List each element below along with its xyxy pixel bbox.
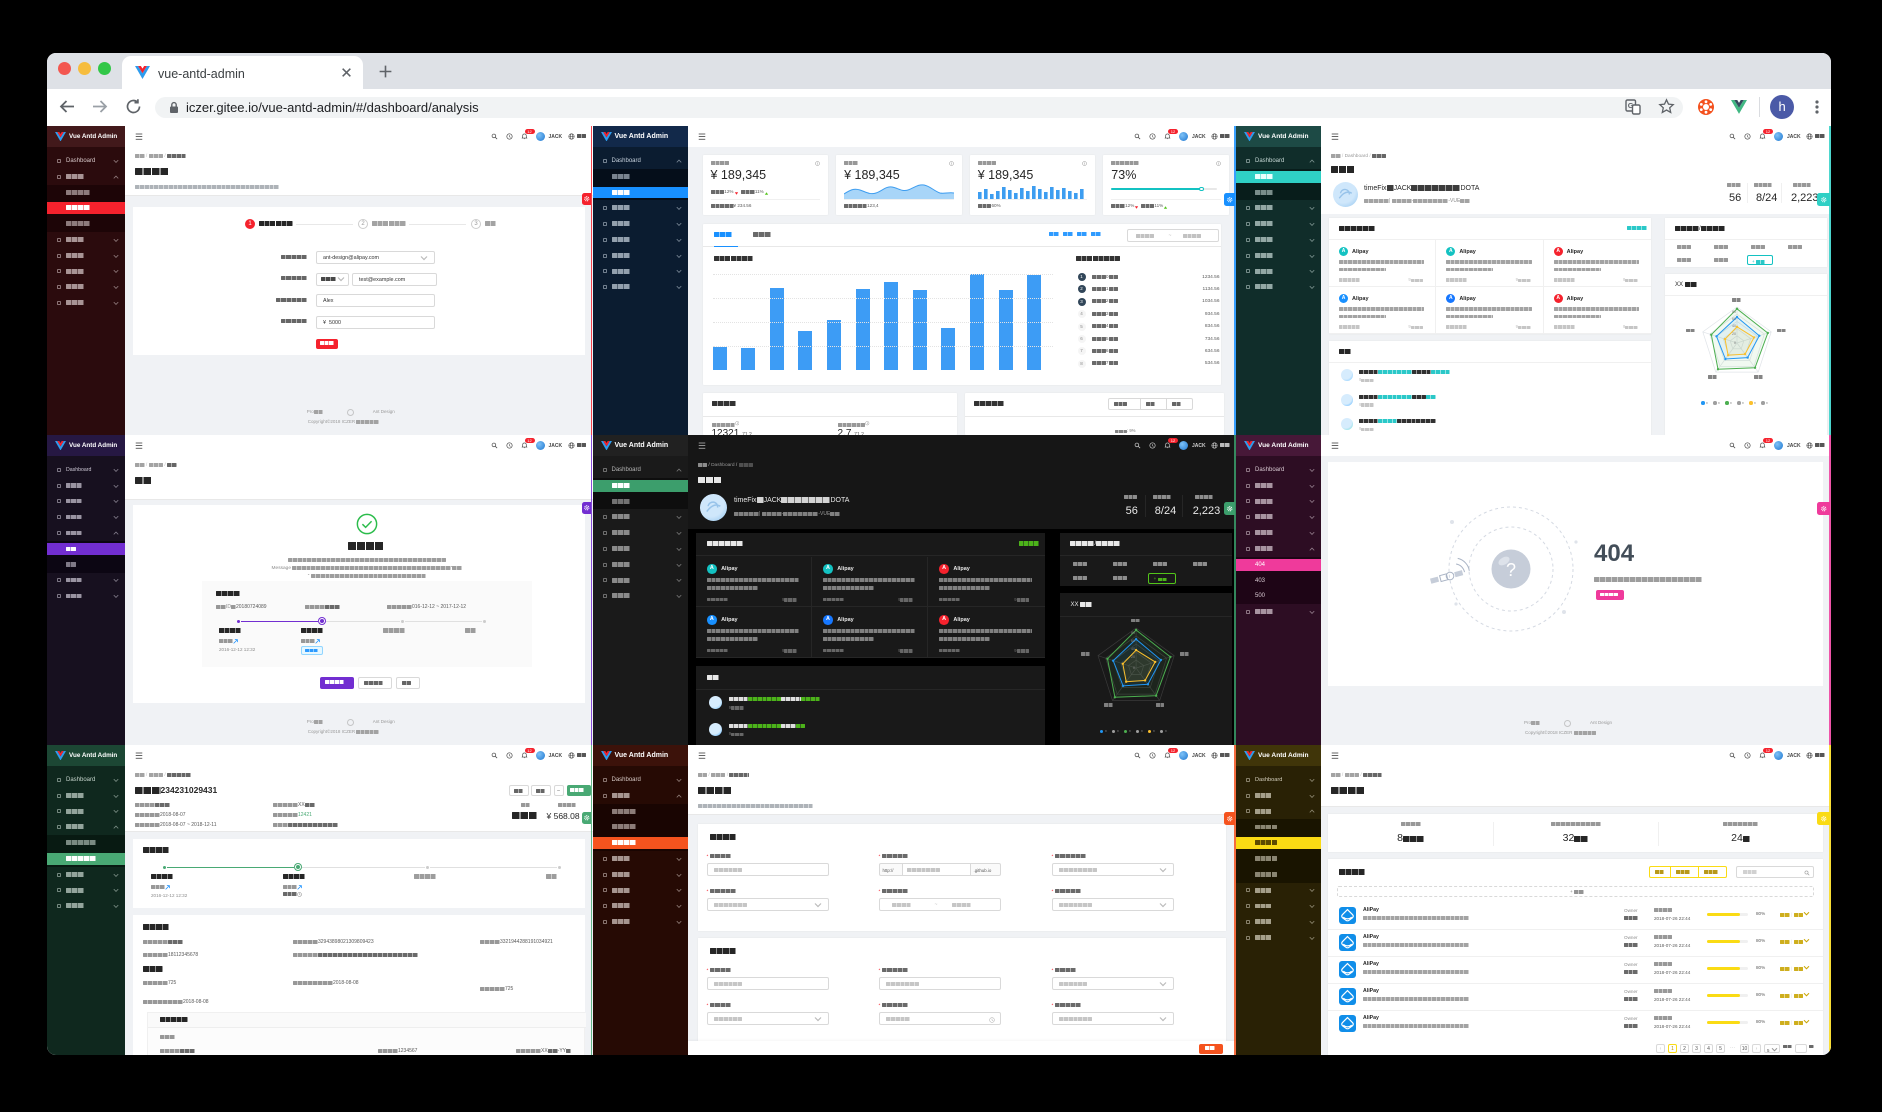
svg-text:G: G xyxy=(1628,101,1634,110)
svg-text:?: ? xyxy=(1506,560,1516,580)
